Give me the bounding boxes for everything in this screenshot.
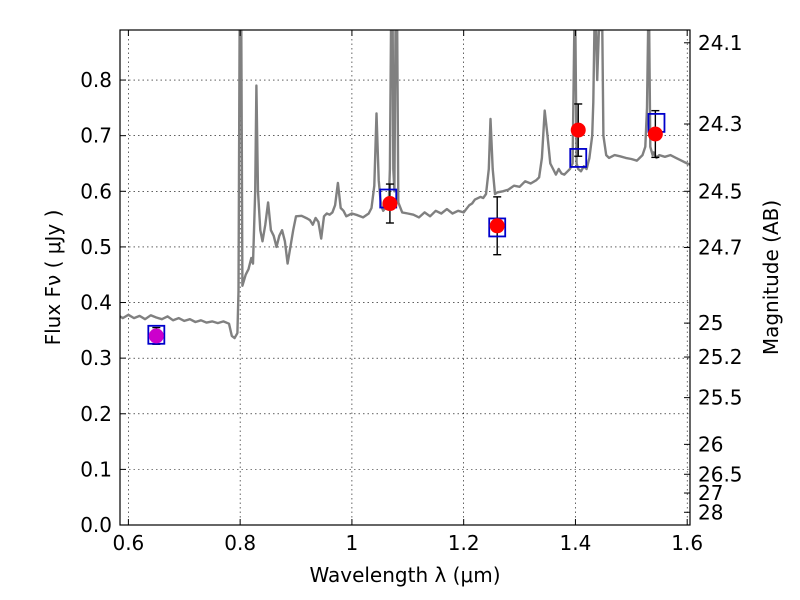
spectrum-line bbox=[120, 30, 690, 340]
observed-point bbox=[148, 328, 164, 344]
x-tick-label: 1.4 bbox=[560, 531, 592, 555]
observed-point bbox=[382, 196, 398, 212]
y-tick-label: 0.4 bbox=[80, 291, 112, 315]
x-tick-label: 1.2 bbox=[448, 531, 480, 555]
observed-point bbox=[647, 126, 663, 142]
y-tick-label: 0.0 bbox=[80, 513, 112, 537]
model-square bbox=[569, 148, 588, 168]
x-tick-label: 1 bbox=[346, 531, 359, 555]
x-axis-label: Wavelength λ (μm) bbox=[309, 563, 500, 587]
right-tick-label: 25.5 bbox=[698, 386, 743, 410]
observed-point bbox=[489, 218, 505, 234]
y-tick-label: 0.2 bbox=[80, 402, 112, 426]
right-tick-label: 24.3 bbox=[698, 112, 743, 136]
x-tick-label: 1.6 bbox=[671, 531, 703, 555]
right-tick-label: 24.7 bbox=[698, 235, 743, 259]
y-tick-label: 0.5 bbox=[80, 235, 112, 259]
photometry-layer bbox=[147, 103, 666, 345]
right-tick-label: 27 bbox=[698, 481, 723, 505]
y-tick-label: 0.1 bbox=[80, 457, 112, 481]
grid bbox=[120, 30, 690, 526]
x-tick-label: 0.8 bbox=[224, 531, 256, 555]
y-axis-label-left: Flux Fν ( μJy ) bbox=[41, 210, 65, 346]
y-tick-label: 0.6 bbox=[80, 179, 112, 203]
y-tick-label: 0.3 bbox=[80, 346, 112, 370]
model-square bbox=[147, 324, 166, 345]
observed-point bbox=[570, 122, 586, 138]
spectrum-layer bbox=[120, 30, 690, 340]
x-tick-label: 0.6 bbox=[112, 531, 144, 555]
right-tick-label: 25 bbox=[698, 311, 723, 335]
y-tick-label: 0.7 bbox=[80, 124, 112, 148]
y-tick-label: 0.8 bbox=[80, 68, 112, 92]
right-tick-label: 28 bbox=[698, 500, 723, 524]
right-tick-label: 26 bbox=[698, 432, 723, 456]
tick-layer: 0.6 0.8 1 1.2 1.4 1.6 0.0 0.1 0.2 0.3 0.4 0.5 0.6 0.7… bbox=[80, 30, 743, 555]
right-tick-label: 26.5 bbox=[698, 462, 743, 486]
y-axis-label-right: Magnitude (AB) bbox=[759, 200, 783, 355]
right-tick-label: 25.2 bbox=[698, 345, 743, 369]
plot-frame bbox=[119, 29, 691, 526]
right-tick-label: 24.5 bbox=[698, 179, 743, 203]
right-tick-label: 24.1 bbox=[698, 31, 743, 55]
